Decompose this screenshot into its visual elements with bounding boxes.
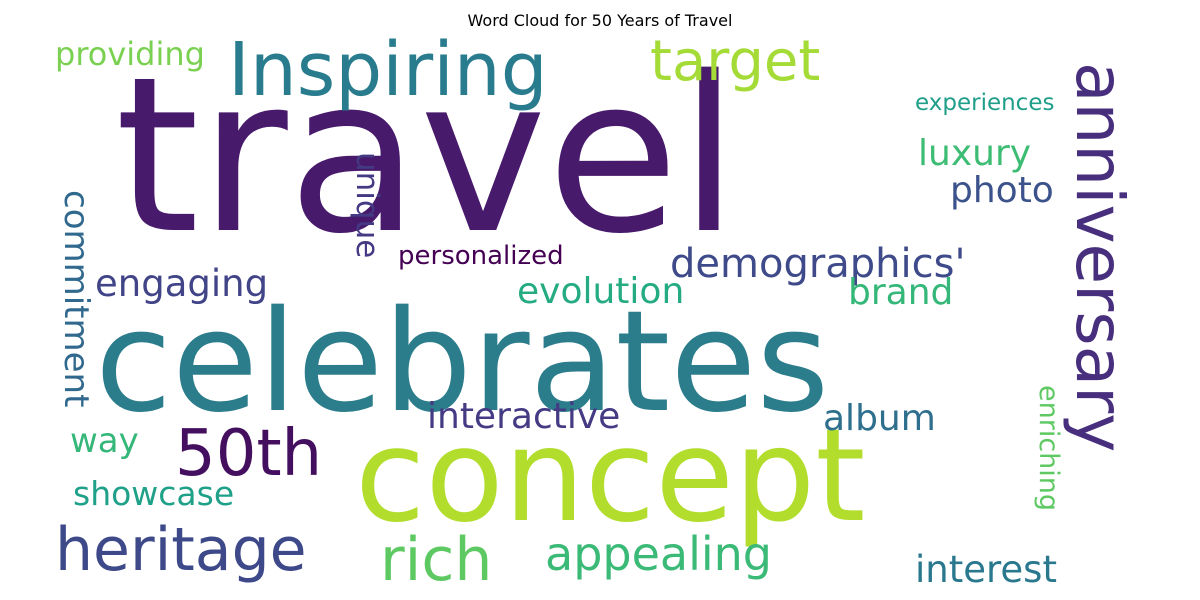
word-appealing: appealing: [545, 527, 772, 581]
word-personalized: personalized: [398, 241, 564, 271]
word-demographics: demographics': [670, 241, 965, 287]
word-unique: unique: [349, 152, 385, 258]
chart-title: Word Cloud for 50 Years of Travel: [467, 11, 733, 30]
word-rich: rich: [380, 525, 492, 595]
word-photo: photo: [950, 170, 1054, 211]
word-50th: 50th: [175, 417, 322, 491]
word-interest: interest: [915, 548, 1057, 591]
word-way: way: [70, 421, 139, 461]
word-inspiring: Inspiring: [228, 27, 548, 113]
word-album: album: [823, 398, 936, 439]
word-showcase: showcase: [73, 474, 234, 513]
word-providing: providing: [55, 35, 205, 73]
word-interactive: interactive: [427, 396, 620, 437]
word-enriching: enriching: [1033, 385, 1064, 511]
word-celebrates: celebrates: [95, 281, 829, 444]
word-commitment: commitment: [56, 190, 96, 407]
word-engaging: engaging: [95, 262, 268, 305]
word-travel: travel: [115, 30, 739, 281]
word-heritage: heritage: [55, 515, 307, 585]
word-brand: brand: [848, 272, 953, 313]
word-anniversary: anniversary: [1061, 62, 1138, 452]
word-concept: concept: [355, 402, 865, 551]
word-target: target: [650, 29, 820, 94]
word-evolution: evolution: [517, 271, 684, 312]
word-luxury: luxury: [918, 133, 1031, 174]
word-experiences: experiences: [915, 90, 1054, 116]
